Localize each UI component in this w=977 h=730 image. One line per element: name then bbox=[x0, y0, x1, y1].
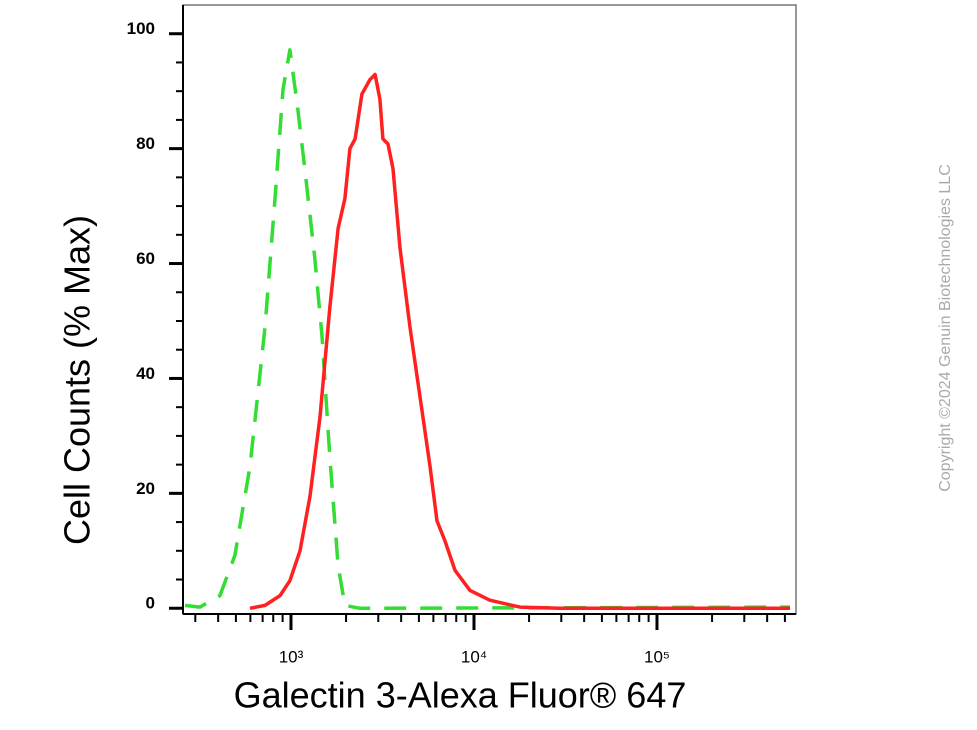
plot-frame bbox=[182, 4, 797, 615]
y-tick-label: 100 bbox=[127, 19, 155, 38]
x-tick-label: 10³ bbox=[279, 647, 304, 666]
y-tick-label: 40 bbox=[136, 364, 155, 383]
y-tick-label: 60 bbox=[136, 249, 155, 268]
watermark: Copyright ©2024 Genuin Biotechnologies L… bbox=[937, 164, 954, 492]
x-tick-label: 10⁴ bbox=[461, 647, 487, 666]
x-tick-label: 10⁵ bbox=[644, 647, 670, 666]
histogram-line bbox=[184, 48, 791, 611]
y-tick-label: 0 bbox=[146, 594, 155, 613]
histogram-line bbox=[249, 72, 790, 611]
y-tick-label: 20 bbox=[136, 479, 155, 498]
x-axis-label: Galectin 3-Alexa Fluor® 647 bbox=[234, 675, 687, 716]
y-tick-label: 80 bbox=[136, 134, 155, 153]
y-axis-label: Cell Counts (% Max) bbox=[57, 215, 98, 545]
